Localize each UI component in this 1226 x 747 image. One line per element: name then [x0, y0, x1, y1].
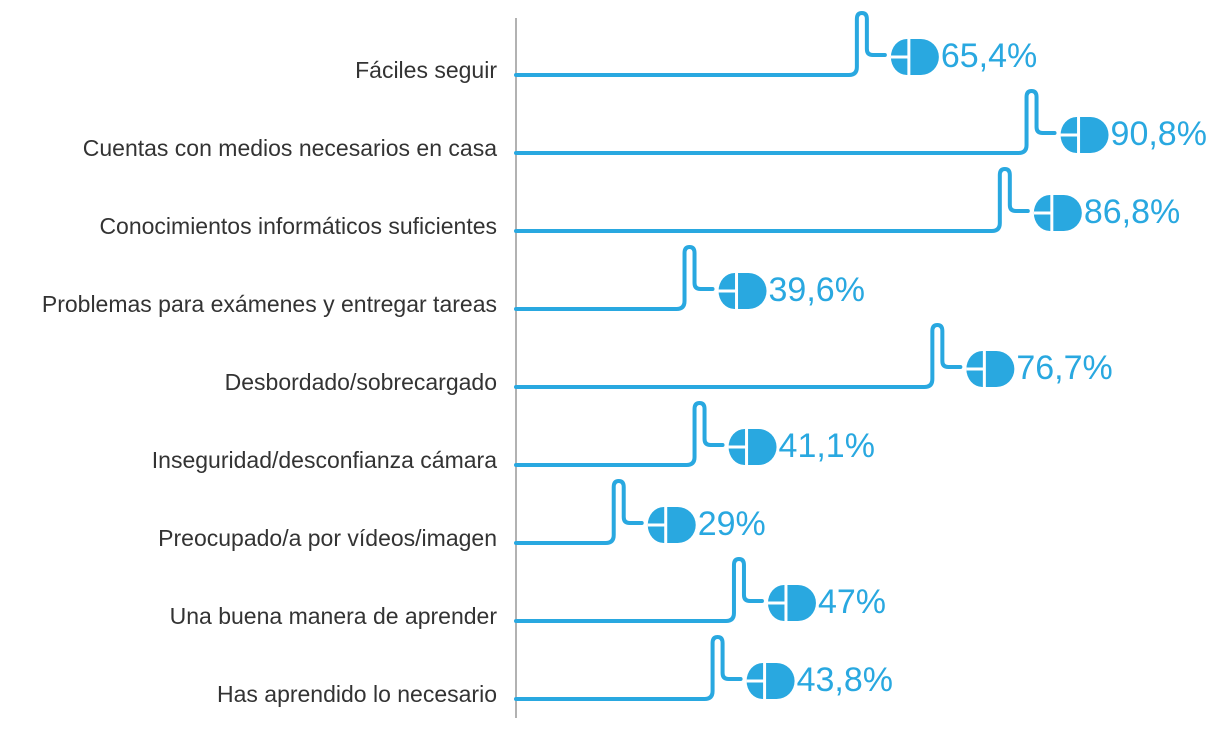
mouse-icon	[1033, 195, 1082, 231]
category-label: Desbordado/sobrecargado	[225, 369, 497, 395]
mouse-body	[718, 273, 767, 309]
category-label: Fáciles seguir	[355, 57, 497, 83]
value-label: 39,6%	[769, 271, 865, 309]
category-label: Cuentas con medios necesarios en casa	[83, 135, 497, 161]
mouse-icon	[890, 39, 939, 75]
mouse-icon	[767, 585, 816, 621]
bar-cable	[514, 244, 715, 311]
mouse-body	[890, 39, 939, 75]
bar-cable	[514, 400, 725, 467]
value-label: 90,8%	[1111, 115, 1207, 153]
category-label: Problemas para exámenes y entregar tarea…	[42, 291, 497, 317]
value-label: 29%	[698, 505, 766, 543]
mouse-icon	[966, 351, 1015, 387]
mouse-body	[1033, 195, 1082, 231]
bar-cable	[514, 166, 1030, 233]
mouse-body	[767, 585, 816, 621]
value-label: 47%	[818, 583, 886, 621]
bar-cable	[514, 634, 743, 701]
bar-cable	[514, 322, 963, 389]
value-label: 76,7%	[1016, 349, 1112, 387]
mouse-body	[1060, 117, 1109, 153]
bar-cable	[514, 556, 764, 623]
bar-cable	[514, 10, 887, 77]
mouse-body	[746, 663, 795, 699]
value-label: 43,8%	[797, 661, 893, 699]
category-label: Preocupado/a por vídeos/imagen	[158, 525, 497, 551]
mouse-body	[966, 351, 1015, 387]
mouse-body	[647, 507, 696, 543]
value-label: 41,1%	[779, 427, 875, 465]
mouse-icon	[1060, 117, 1109, 153]
bar-cable	[514, 478, 644, 545]
mouse-icon	[718, 273, 767, 309]
mouse-icon	[728, 429, 777, 465]
mouse-icon	[746, 663, 795, 699]
mouse-icon	[647, 507, 696, 543]
category-label: Una buena manera de aprender	[170, 603, 498, 629]
bar-cable	[514, 88, 1057, 155]
value-label: 65,4%	[941, 37, 1037, 75]
category-label: Inseguridad/desconfianza cámara	[152, 447, 497, 473]
category-label: Has aprendido lo necesario	[217, 681, 497, 707]
mouse-body	[728, 429, 777, 465]
category-label: Conocimientos informáticos suficientes	[99, 213, 497, 239]
value-label: 86,8%	[1084, 193, 1180, 231]
